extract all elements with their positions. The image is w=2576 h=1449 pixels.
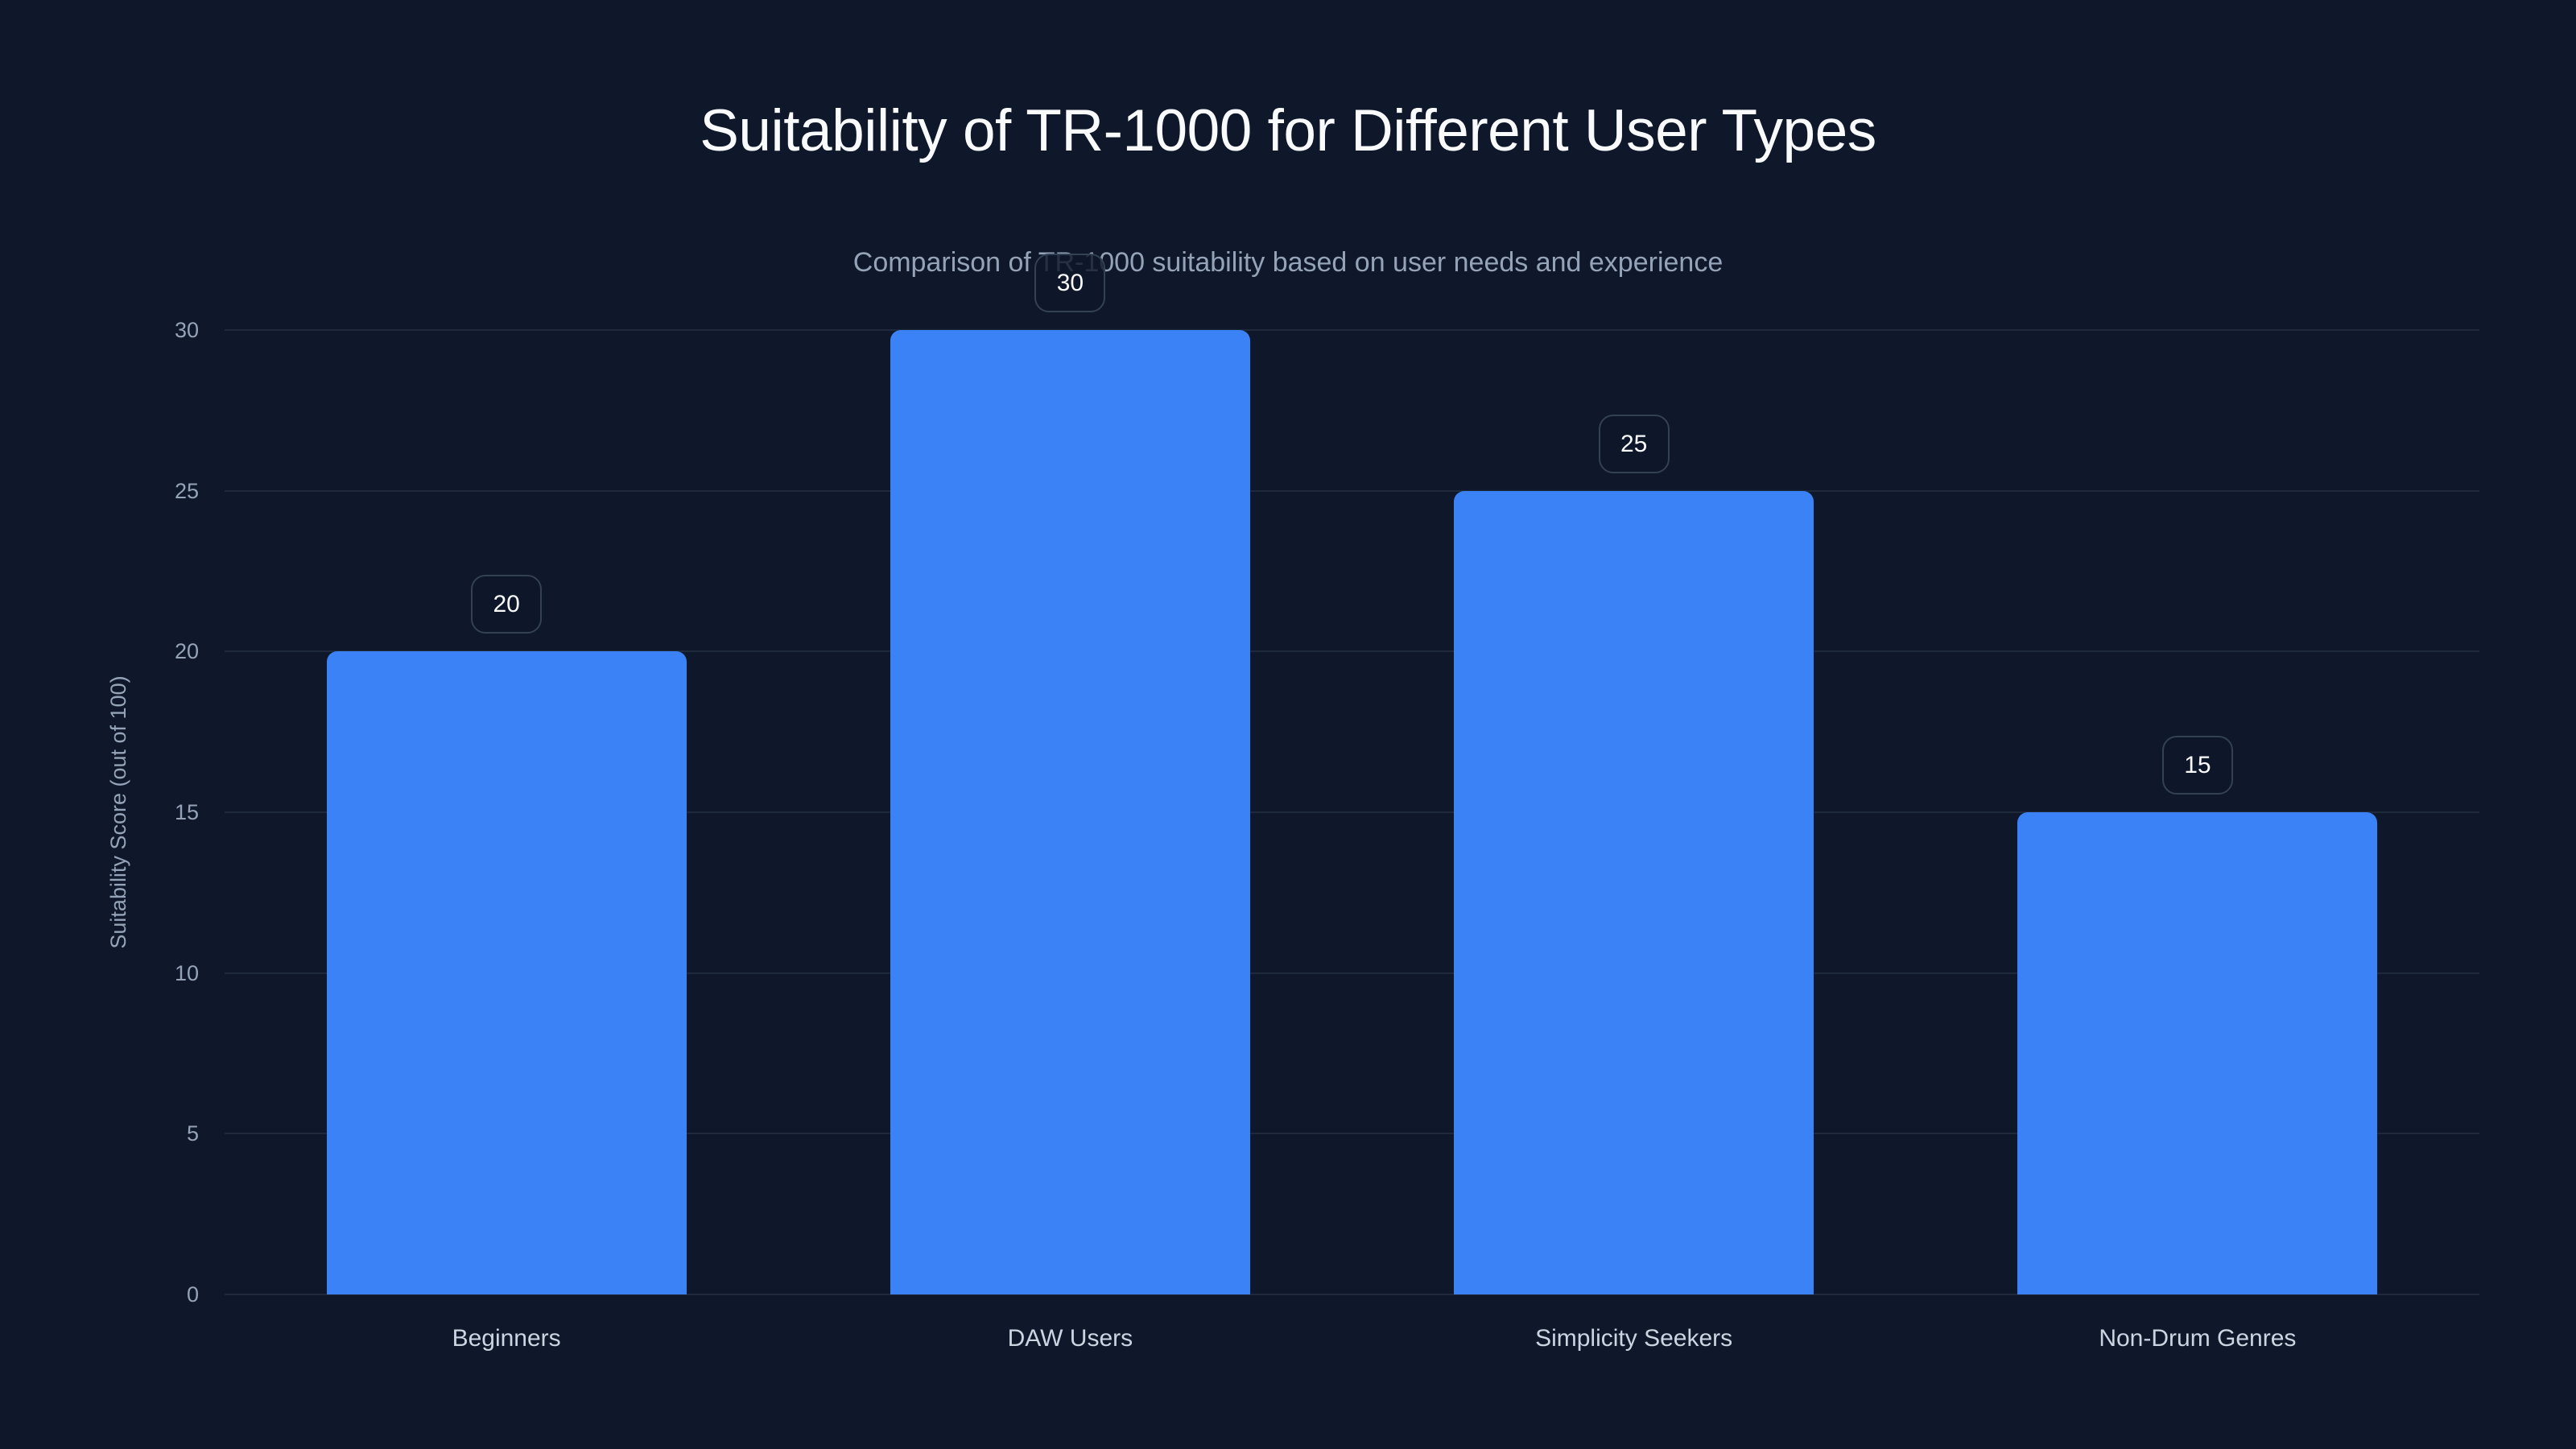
gridline — [225, 972, 2479, 974]
x-axis-label: Beginners — [452, 1325, 561, 1352]
bar[interactable] — [326, 651, 687, 1294]
value-label: 30 — [1034, 254, 1106, 312]
gridline — [225, 1294, 2479, 1295]
chart-title: Suitability of TR-1000 for Different Use… — [700, 98, 1876, 163]
bar[interactable] — [2017, 812, 2378, 1294]
y-tick-label: 10 — [174, 960, 199, 985]
x-axis-label: DAW Users — [1007, 1325, 1133, 1352]
x-axis-label: Simplicity Seekers — [1535, 1325, 1733, 1352]
y-tick-label: 25 — [174, 478, 199, 503]
gridline — [225, 811, 2479, 813]
gridline — [225, 650, 2479, 653]
y-axis-title: Suitability Score (out of 100) — [106, 675, 130, 949]
y-tick-label: 5 — [186, 1121, 199, 1146]
bar[interactable] — [1454, 490, 1814, 1294]
chart-subtitle: Comparison of TR-1000 suitability based … — [852, 247, 1724, 278]
gridline — [225, 329, 2479, 331]
value-label: 20 — [471, 575, 543, 634]
gridline — [225, 489, 2479, 492]
value-label: 15 — [2161, 736, 2233, 795]
y-tick-label: 0 — [186, 1282, 199, 1307]
y-tick-label: 30 — [174, 318, 199, 342]
y-tick-label: 15 — [174, 800, 199, 824]
gridline — [225, 1133, 2479, 1135]
y-tick-label: 20 — [174, 639, 199, 664]
bar[interactable] — [890, 330, 1250, 1294]
x-axis-label: Non-Drum Genres — [2099, 1325, 2297, 1352]
value-label: 25 — [1598, 414, 1670, 473]
plot-area: 20 30 25 15 — [225, 254, 2479, 1295]
